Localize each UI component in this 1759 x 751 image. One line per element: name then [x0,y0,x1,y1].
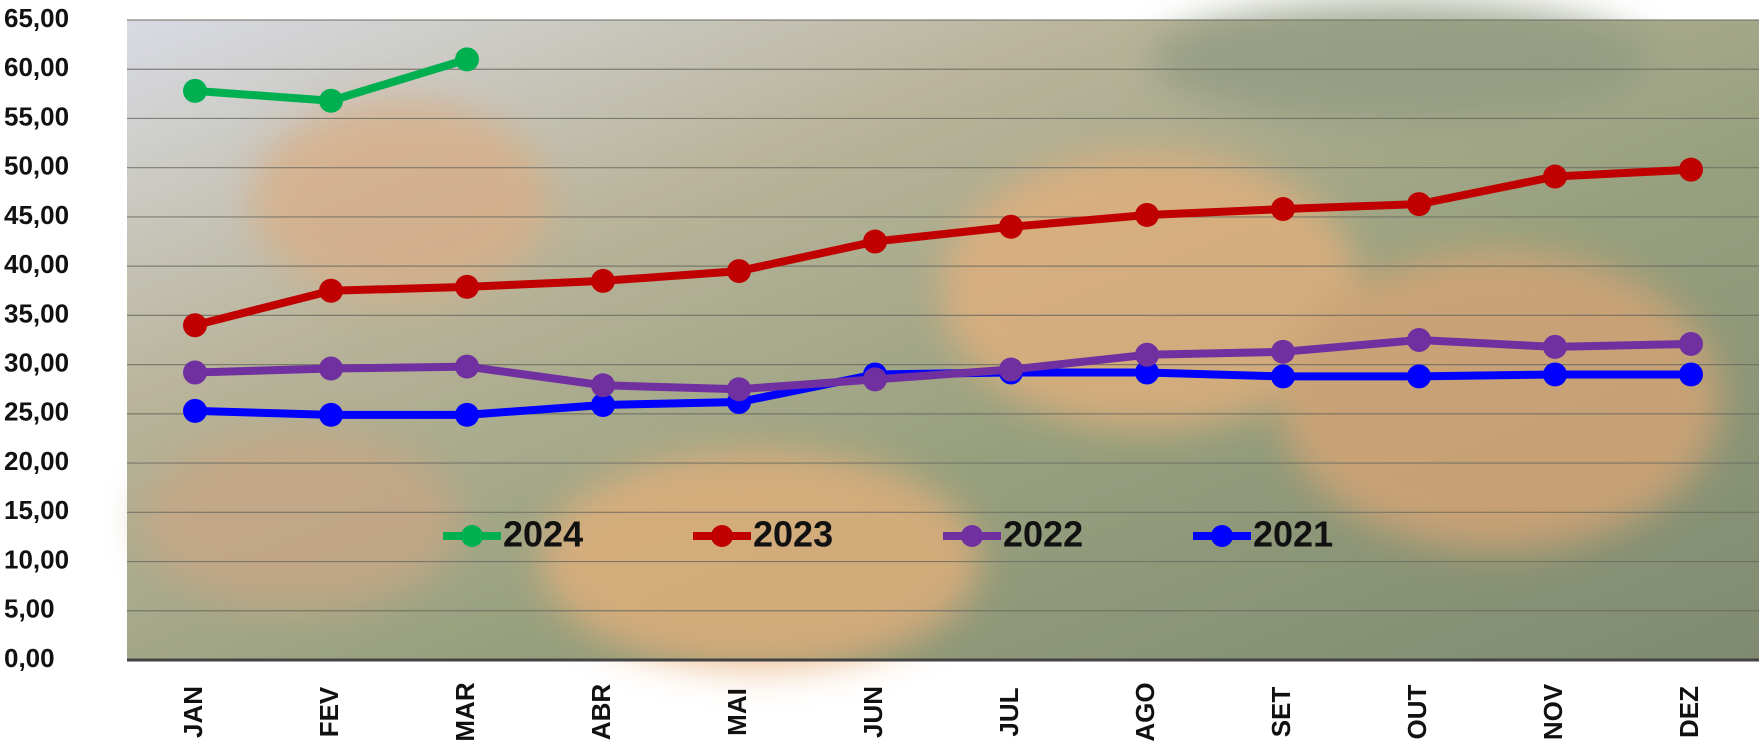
x-tick-label: JUN [858,686,888,738]
series-marker [999,357,1023,382]
series-marker [455,354,479,379]
series-marker [1679,157,1703,182]
legend: 2024 2023 2022 2021 [443,514,1333,555]
x-tick-label: OUT [1402,684,1432,739]
series-marker [1679,362,1703,387]
series-marker [591,268,615,293]
series-marker [1543,334,1567,359]
series-marker [455,47,479,72]
series-marker [1135,360,1159,385]
series-marker [1407,364,1431,389]
legend-label: 2024 [503,514,583,555]
series-marker [1679,331,1703,356]
legend-marker [711,525,733,547]
series-marker [455,402,479,427]
plot-background [127,0,1759,670]
y-tick-label: 10,00 [4,544,69,574]
y-tick-label: 40,00 [4,249,69,279]
series-marker [319,402,343,427]
series-marker [183,360,207,385]
y-tick-label: 35,00 [4,298,69,328]
series-marker [999,214,1023,239]
series-marker [319,356,343,381]
grid [127,19,1759,612]
y-tick-label: 65,00 [4,3,69,33]
series-marker [1135,342,1159,367]
series-marker [863,367,887,392]
y-tick-label: 5,00 [4,594,55,624]
series-marker [319,278,343,303]
series-marker [1135,202,1159,227]
series-marker [591,392,615,417]
x-tick-label: MAR [450,682,480,741]
x-tick-label: AGO [1130,682,1160,741]
y-tick-label: 50,00 [4,151,69,181]
legend-marker [461,525,483,547]
series-marker [183,313,207,338]
series-marker [183,398,207,423]
legend-marker [1211,525,1233,547]
x-tick-label: DEZ [1674,686,1704,738]
series-marker [727,377,751,402]
series-marker [1543,362,1567,387]
series-marker [319,88,343,113]
x-tick-label: NOV [1538,683,1568,740]
x-tick-label: JUL [994,687,1024,736]
x-tick-label: ABR [586,684,616,741]
y-tick-label: 20,00 [4,446,69,476]
series-marker [1271,197,1295,222]
y-tick-label: 45,00 [4,200,69,230]
series-marker [455,274,479,299]
x-tick-label: JAN [178,686,208,738]
y-tick-label: 30,00 [4,347,69,377]
series-marker [863,229,887,254]
series-line [194,336,1692,394]
y-tick-label: 55,00 [4,101,69,131]
legend-label: 2022 [1003,514,1083,555]
series-marker [183,78,207,103]
series-marker [1407,328,1431,352]
legend-label: 2021 [1253,514,1333,555]
y-tick-label: 0,00 [4,643,55,673]
y-tick-label: 25,00 [4,397,69,427]
x-tick-label: MAI [722,688,752,736]
series-marker [591,373,615,398]
y-tick-label: 60,00 [4,52,69,82]
legend-label: 2023 [753,514,833,555]
series-marker [1407,192,1431,217]
series-line [194,165,1692,330]
series-group [183,47,1703,427]
series-marker [1543,164,1567,189]
series-marker [1271,364,1295,389]
x-tick-label: FEV [314,686,344,737]
y-tick-label: 15,00 [4,495,69,525]
series-marker [727,259,751,284]
legend-marker [961,525,983,547]
x-tick-label: SET [1266,687,1296,738]
series-marker [1271,339,1295,364]
